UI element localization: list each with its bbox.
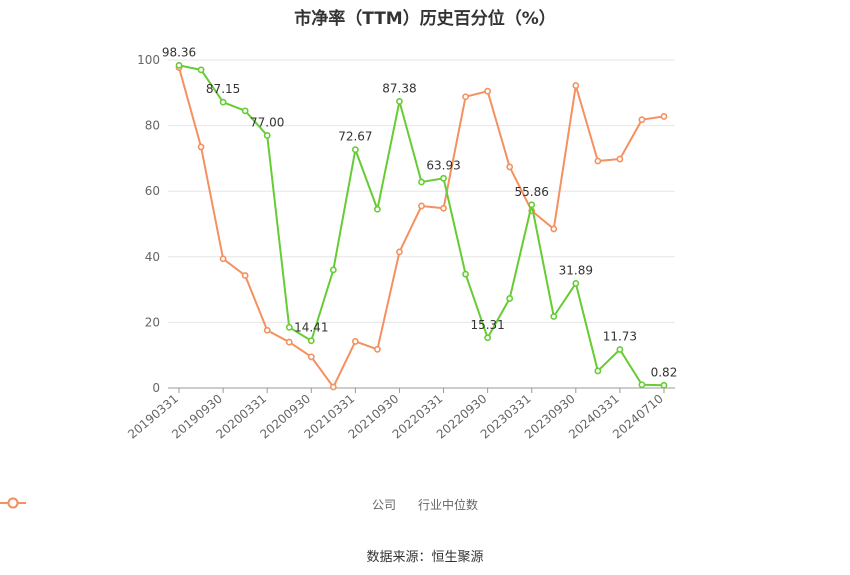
data-point [418,202,425,210]
data-point [307,353,315,361]
data-point [550,313,558,320]
data-point [175,61,183,69]
data-label: 15.31 [470,318,504,332]
data-label: 31.89 [559,263,593,277]
data-point [440,174,447,182]
data-label: 14.41 [294,321,328,335]
legend: 公司 行业中位数 [0,496,850,513]
data-point [418,178,425,186]
data-point [638,116,646,124]
data-source: 数据来源：恒生聚源 [366,550,484,565]
data-label: 11.73 [603,330,637,344]
data-point [351,338,359,345]
data-point [572,82,580,89]
data-point [484,334,492,342]
legend-item-industry-median[interactable]: 行业中位数 [0,496,479,513]
data-point [197,66,205,74]
data-point [241,107,249,115]
data-point [285,338,293,346]
data-point [351,146,359,154]
chart-title: 市净率（TTM）历史百分位（%） [294,9,556,29]
data-point [263,132,271,139]
data-point [660,113,668,120]
data-label: 55.86 [515,185,549,199]
data-point [219,255,227,263]
data-point [660,381,668,389]
data-point [506,295,514,302]
data-point [263,326,271,334]
data-label: 87.38 [382,81,416,95]
data-point [616,155,624,163]
data-point [241,272,249,279]
data-point [396,97,403,105]
data-point [219,98,227,106]
chart-svg: 0204060801002019033120190930202003312020… [125,45,678,441]
data-point [462,270,469,278]
data-point [285,323,293,331]
data-label: 87.15 [206,82,240,96]
data-point [396,248,403,256]
y-tick-label: 40 [145,250,160,264]
data-point [638,381,646,389]
data-point [329,383,337,391]
data-point [594,367,602,375]
data-label: 0.82 [651,365,678,379]
data-point [484,87,492,95]
data-label: 72.67 [338,130,372,144]
data-point [307,337,315,345]
legend-marker-industry-median [0,497,26,509]
y-tick-label: 80 [145,119,160,133]
data-point [462,93,469,101]
data-point [329,266,337,274]
data-label: 63.93 [426,158,460,172]
legend-label-company: 公司 [371,498,396,512]
data-point [374,345,381,353]
series-line-0 [178,64,665,387]
data-point [440,204,447,212]
y-tick-label: 100 [137,53,160,67]
data-point [594,157,602,165]
y-tick-label: 60 [145,184,160,198]
data-label: 98.36 [162,45,196,59]
data-point [528,201,536,209]
legend-label-industry-median: 行业中位数 [418,498,479,512]
data-point [550,225,558,233]
data-label: 77.00 [250,115,284,129]
legend-item-company[interactable]: 公司 [0,496,396,513]
data-point [374,205,381,213]
data-point [572,280,580,287]
data-point [506,163,514,171]
y-tick-label: 0 [152,381,160,395]
y-tick-label: 20 [145,315,160,329]
data-point [197,143,205,151]
data-point [616,346,624,353]
